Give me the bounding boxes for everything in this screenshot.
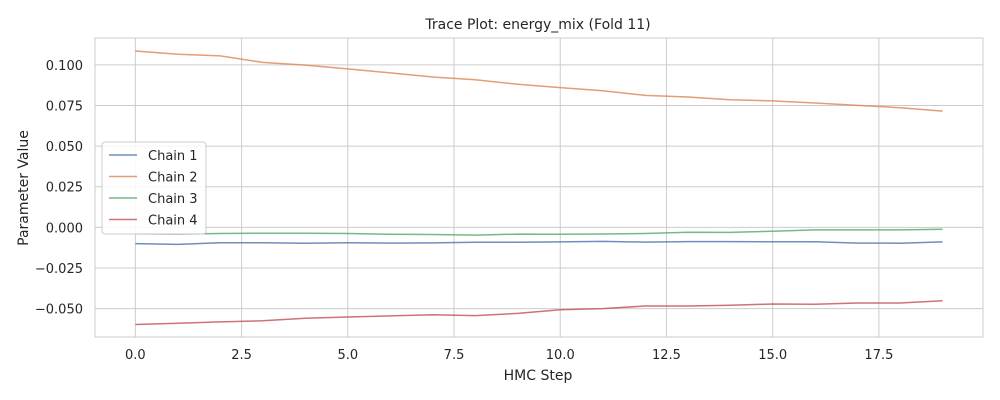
series-layer <box>135 50 943 326</box>
legend-label-chain-1: Chain 1 <box>148 149 198 164</box>
y-tick-label: −0.025 <box>35 262 83 277</box>
y-axis-title: Parameter Value <box>16 130 32 246</box>
series-line-chain-4 <box>135 300 943 326</box>
y-tick-label: 0.050 <box>46 140 83 155</box>
x-tick-label: 17.5 <box>864 348 893 363</box>
y-tick-label: −0.050 <box>35 303 83 318</box>
y-tick-label: 0.075 <box>46 99 83 114</box>
x-tick-label: 7.5 <box>444 348 465 363</box>
series-line-chain-1 <box>135 240 943 246</box>
x-tick-label: 0.0 <box>125 348 146 363</box>
legend: Chain 1 Chain 2 Chain 3 Chain 4 <box>101 141 207 235</box>
x-tick-labels: 0.0 2.5 5.0 7.5 10.0 12.5 15.0 17.5 <box>125 348 893 363</box>
y-tick-label: 0.000 <box>46 221 83 236</box>
legend-label-chain-4: Chain 4 <box>148 214 198 229</box>
x-axis-title: HMC Step <box>504 368 573 384</box>
x-tick-label: 2.5 <box>231 348 252 363</box>
chart-title: Trace Plot: energy_mix (Fold 11) <box>424 17 650 33</box>
legend-box <box>101 141 207 235</box>
grid-layer <box>95 38 983 337</box>
x-tick-label: 5.0 <box>337 348 358 363</box>
plot-frame <box>94 37 984 338</box>
y-tick-label: 0.025 <box>46 181 83 196</box>
y-tick-labels: −0.050 −0.025 0.000 0.025 0.050 0.075 0.100 <box>35 59 83 318</box>
y-tick-label: 0.100 <box>46 59 83 74</box>
x-tick-label: 15.0 <box>758 348 787 363</box>
series-line-chain-3 <box>135 228 943 236</box>
legend-label-chain-3: Chain 3 <box>148 192 198 207</box>
legend-label-chain-2: Chain 2 <box>148 171 198 186</box>
series-line-chain-2 <box>135 50 943 112</box>
x-tick-label: 12.5 <box>652 348 681 363</box>
x-tick-label: 10.0 <box>546 348 575 363</box>
